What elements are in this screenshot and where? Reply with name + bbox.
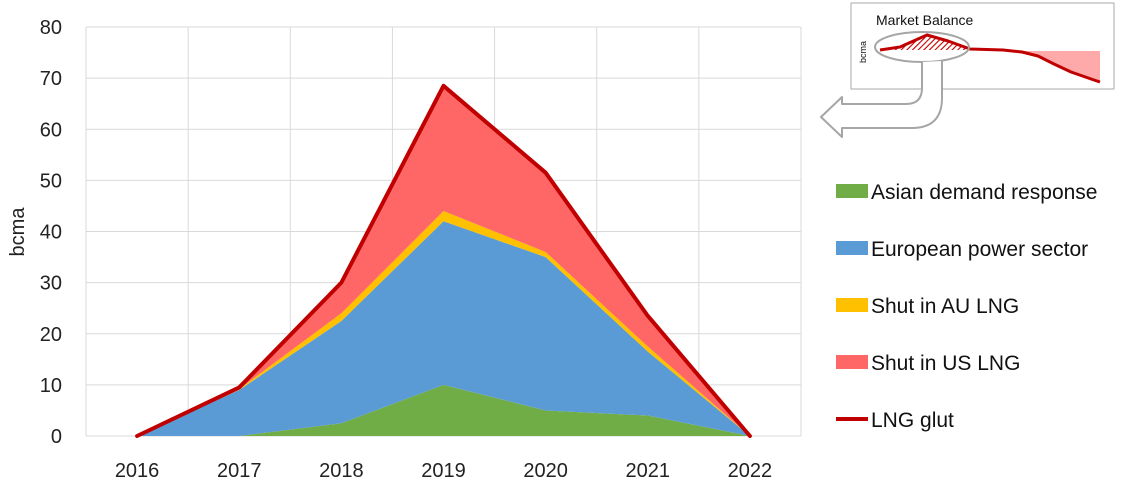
legend: Asian demand response European power sect… [836,181,1097,432]
y-tick-label: 40 [40,222,62,244]
legend-swatch-asian-demand-response [836,184,868,198]
legend-label-shut-in-us-lng: Shut in US LNG [871,352,1020,375]
y-tick-label: 60 [40,119,62,141]
inset-balance-line [879,33,1101,84]
area-shut-in-us-lng [137,85,750,436]
inset-y-label: bcma [858,41,868,63]
y-tick-label: 0 [51,426,62,448]
y-tick-label: 70 [40,68,62,90]
x-tick-label: 2018 [319,460,364,482]
x-tick-label: 2021 [626,460,671,482]
market-balance-inset: Market Balance bcma [820,2,1115,138]
legend-swatch-shut-in-us-lng [836,355,868,369]
area-european-power-sector [137,221,750,436]
x-tick-label: 2017 [217,460,262,482]
legend-label-lng-glut: LNG glut [871,409,954,432]
x-tick-label: 2020 [523,460,568,482]
y-tick-label: 30 [40,273,62,295]
y-tick-label: 20 [40,324,62,346]
legend-label-asian-demand-response: Asian demand response [871,181,1097,204]
inset-title: Market Balance [876,12,973,28]
x-tick-label: 2016 [115,460,160,482]
y-tick-label: 80 [40,17,62,39]
x-tick-label: 2019 [421,460,466,482]
legend-label-european-power-sector: European power sector [871,238,1088,261]
legend-swatch-shut-in-au-lng [836,298,868,312]
x-axis-ticks: 2016 2017 2018 2019 2020 2021 2022 [115,460,772,482]
y-axis-title: bcma [7,207,29,257]
legend-label-shut-in-au-lng: Shut in AU LNG [871,295,1019,318]
lng-glut-line-group [135,83,752,438]
stacked-areas [137,85,750,436]
area-asian-demand-response [137,384,750,436]
lng-glut-line [135,83,752,438]
inset-frame [850,2,1115,90]
callout-arrow [820,61,943,138]
legend-swatch-european-power-sector [836,241,868,255]
y-tick-label: 10 [40,375,62,397]
y-tick-label: 50 [40,170,62,192]
x-tick-label: 2022 [728,460,773,482]
y-axis-ticks: 0 10 20 30 40 50 60 70 80 [40,17,62,448]
